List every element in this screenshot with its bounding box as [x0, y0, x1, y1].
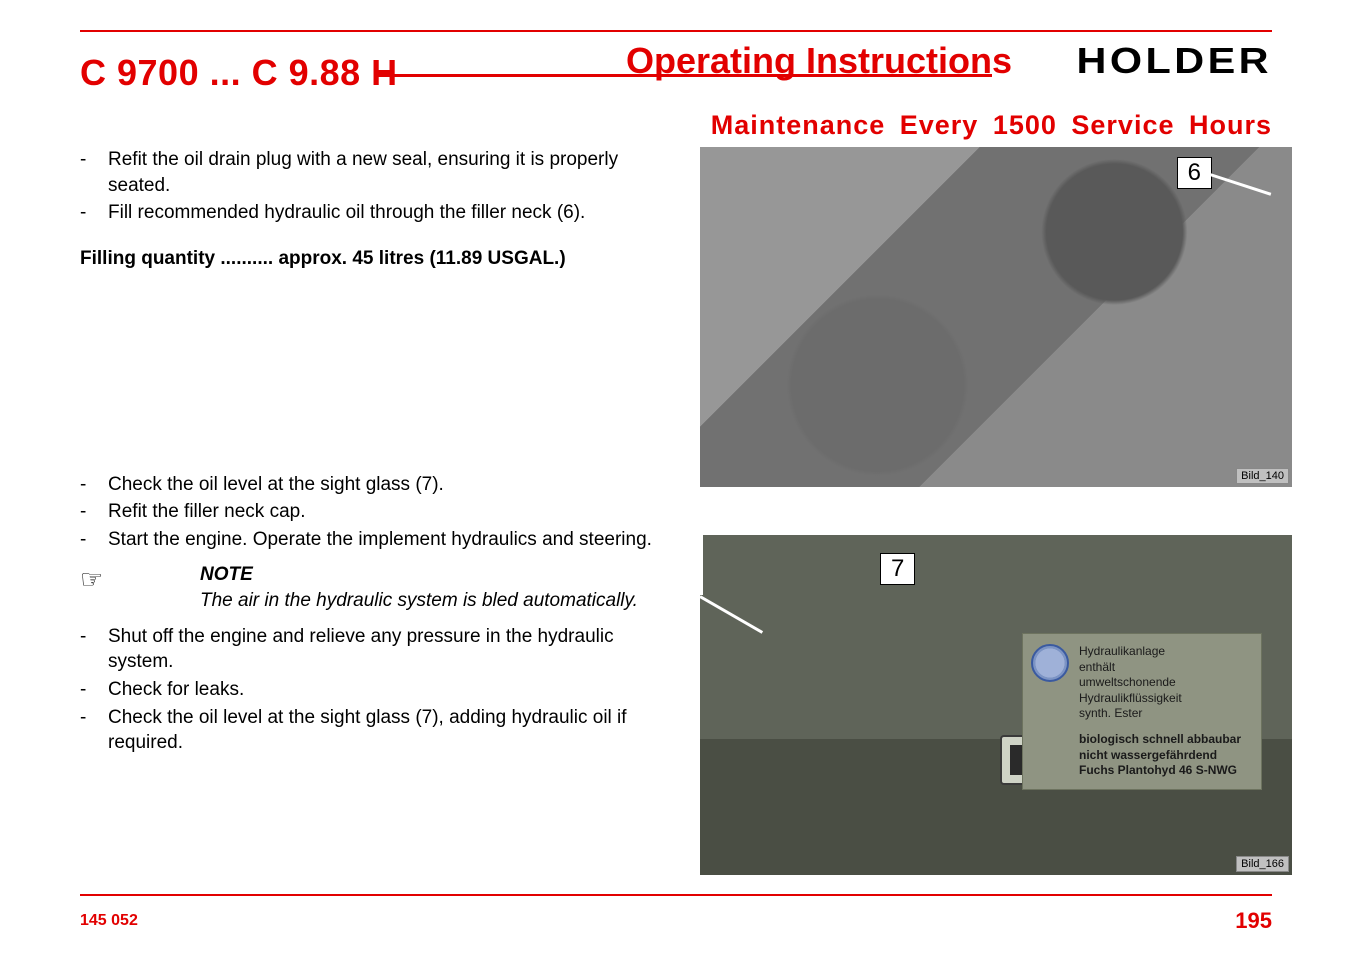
list-item: - Shut off the engine and relieve any pr… — [80, 624, 660, 675]
spacer — [700, 517, 1292, 535]
bullet-text: Refit the oil drain plug with a new seal… — [108, 147, 660, 198]
label-line: Hydraulikflüssigkeit — [1079, 691, 1251, 707]
filling-quantity-line: Filling quantity .......... approx. 45 l… — [80, 246, 660, 272]
note-text: The air in the hydraulic system is bled … — [200, 588, 660, 614]
label-line: synth. Ester — [1079, 706, 1251, 722]
callout-7: 7 — [880, 553, 915, 585]
right-column: 6 Bild_140 7 Hydraulikanlage enthält umw… — [700, 147, 1292, 905]
bullet-dash: - — [80, 472, 108, 498]
header-row: C 9700 ... C 9.88 H Operating Instructio… — [80, 40, 1272, 104]
figure-2-caption: Bild_166 — [1236, 856, 1289, 872]
bullet-dash: - — [80, 200, 108, 226]
page-container: C 9700 ... C 9.88 H Operating Instructio… — [0, 0, 1352, 954]
leader-line-7a — [700, 535, 703, 595]
bullet-text: Start the engine. Operate the implement … — [108, 527, 660, 553]
note-body: NOTE The air in the hydraulic system is … — [200, 562, 660, 613]
list-item: - Refit the oil drain plug with a new se… — [80, 147, 660, 198]
label-line-bold: nicht wassergefährdend — [1079, 748, 1251, 764]
label-line-bold: biologisch schnell abbaubar — [1079, 732, 1251, 748]
figure-1-photo — [700, 147, 1292, 487]
bullet-dash: - — [80, 527, 108, 553]
hydraulic-label-panel: Hydraulikanlage enthält umweltschonende … — [1022, 633, 1262, 790]
note-block: ☞ NOTE The air in the hydraulic system i… — [80, 562, 660, 613]
bullet-dash: - — [80, 677, 108, 703]
spacer — [80, 272, 660, 472]
leader-line-7b — [700, 595, 763, 634]
figure-2: 7 Hydraulikanlage enthält umweltschonend… — [700, 535, 1292, 875]
hand-point-icon: ☞ — [80, 562, 200, 613]
list-item: - Check for leaks. — [80, 677, 660, 703]
list-item: - Start the engine. Operate the implemen… — [80, 527, 660, 553]
bullet-list-1: - Refit the oil drain plug with a new se… — [80, 147, 660, 226]
list-item: - Fill recommended hydraulic oil through… — [80, 200, 660, 226]
bullet-dash: - — [80, 705, 108, 756]
model-range: C 9700 ... C 9.88 H — [80, 52, 398, 94]
bullet-text: Check for leaks. — [108, 677, 660, 703]
bullet-text: Check the oil level at the sight glass (… — [108, 472, 660, 498]
list-item: - Refit the filler neck cap. — [80, 499, 660, 525]
label-line: umweltschonende — [1079, 675, 1251, 691]
top-rule — [80, 30, 1272, 32]
callout-6: 6 — [1177, 157, 1212, 189]
figure-1-caption: Bild_140 — [1236, 468, 1289, 484]
bottom-rule — [80, 894, 1272, 896]
bullet-text: Shut off the engine and relieve any pres… — [108, 624, 660, 675]
list-item: - Check the oil level at the sight glass… — [80, 472, 660, 498]
bullet-text: Check the oil level at the sight glass (… — [108, 705, 660, 756]
label-line-bold: Fuchs Plantohyd 46 S-NWG — [1079, 763, 1251, 779]
brand-logo: HOLDER — [1077, 40, 1273, 82]
bullet-list-2b: - Shut off the engine and relieve any pr… — [80, 624, 660, 756]
note-label: NOTE — [200, 562, 660, 588]
eco-seal-icon — [1031, 644, 1069, 682]
list-item: - Check the oil level at the sight glass… — [80, 705, 660, 756]
label-line: enthält — [1079, 660, 1251, 676]
figure-1: 6 Bild_140 — [700, 147, 1292, 487]
bullet-list-2a: - Check the oil level at the sight glass… — [80, 472, 660, 553]
footer-doc-number: 145 052 — [80, 912, 138, 930]
footer-page-number: 195 — [1235, 908, 1272, 934]
label-line: Hydraulikanlage — [1079, 644, 1251, 660]
bullet-text: Refit the filler neck cap. — [108, 499, 660, 525]
bullet-dash: - — [80, 624, 108, 675]
left-column: - Refit the oil drain plug with a new se… — [80, 147, 660, 905]
content-columns: - Refit the oil drain plug with a new se… — [80, 147, 1272, 905]
maintenance-subtitle: Maintenance Every 1500 Service Hours — [80, 110, 1272, 141]
bullet-dash: - — [80, 147, 108, 198]
instructions-title: Operating Instructions — [616, 40, 1022, 82]
bullet-dash: - — [80, 499, 108, 525]
bullet-text: Fill recommended hydraulic oil through t… — [108, 200, 660, 226]
